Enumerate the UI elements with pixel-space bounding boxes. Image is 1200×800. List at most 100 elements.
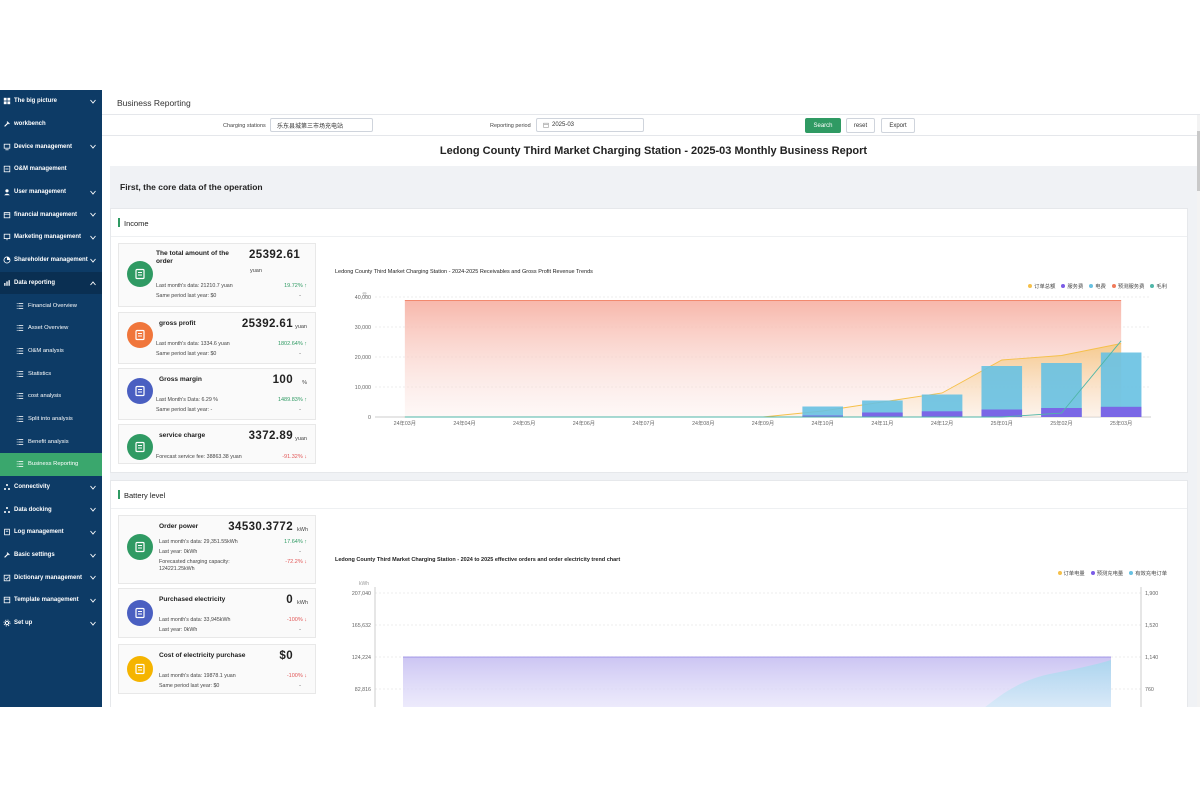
reset-button[interactable]: reset [846,118,875,133]
card-title: The total amount of the order [156,250,229,265]
sidebar-subitem[interactable]: O&M analysis [0,340,102,363]
legend-dot [1028,284,1033,288]
legend-item[interactable]: 订单总额 [1028,282,1055,290]
station-select[interactable]: 乐东县城第三市场充电站 [270,118,373,132]
sidebar-item[interactable]: Shareholder management [0,249,102,272]
forecast-charge-area [403,657,1111,707]
period-value: 2025-03 [552,122,575,128]
legend-item[interactable]: 毛利 [1150,282,1167,290]
legend-label: 服务费 [1067,284,1084,290]
card-change-value: -100% [286,673,303,679]
legend-dot [1150,284,1155,288]
sidebar-item[interactable]: The big picture [0,90,102,113]
y-tick-label-left: 207,040 [352,591,371,597]
electricity-bar [1100,352,1142,417]
electricity-chart: kWh 207,040 165,632 124,224 82,816 1,900 1,520… [352,581,1158,707]
sidebar-item[interactable]: Connectivity [0,476,102,499]
legend-item[interactable]: 有效充电订单 [1129,569,1167,577]
legend-item[interactable]: 服务费 [1061,282,1083,290]
battery-card: Purchased electricity 0 kWh Last month's da… [118,588,316,638]
card-unit: yuan [250,268,262,274]
pie-icon [2,256,11,265]
legend-item[interactable]: 预测充电量 [1090,569,1123,577]
card-unit: yuan [295,436,307,442]
list-icon [16,460,24,468]
x-tick-label: 24年04月 [453,419,475,427]
card-icon [127,434,153,460]
search-button[interactable]: Search [805,118,841,133]
chevron-down-icon [89,573,97,581]
page-scrollbar[interactable] [1197,115,1200,707]
card-last-month: Last month's data: 29,351.55kWh [159,539,238,545]
chevron-down-icon [89,256,97,264]
period-picker[interactable]: 2025-03 [536,118,644,132]
sidebar-item[interactable]: workbench [0,113,102,136]
app-window: The big picture workbench Device managemen… [0,90,1200,707]
x-tick-label: 24年08月 [692,419,714,427]
sidebar-subitem[interactable]: Split into analysis [0,408,102,431]
battery-panel: Battery level Order power 34530.3772 kWh La… [110,480,1188,707]
sidebar-item[interactable]: User management [0,181,102,204]
sidebar-item[interactable]: Set up [0,612,102,635]
sidebar-item-label: Data reporting [14,279,56,286]
scrollbar-thumb[interactable] [1197,131,1200,191]
export-button[interactable]: Export [881,118,915,133]
sidebar-item[interactable]: Device management [0,135,102,158]
card-change-value: -100% [286,617,303,623]
sidebar-subitem[interactable]: Financial Overview [0,294,102,317]
battery-card: Cost of electricity purchase $0 Last month… [118,644,316,694]
legend-item[interactable]: 预测服务费 [1111,282,1144,290]
y-tick-label-right: 1,140 [1145,655,1158,661]
card-unit: yuan [295,324,307,330]
sidebar-subitem[interactable]: Business Reporting [0,453,102,476]
y-tick-label: 10,000 [355,385,371,391]
sidebar-subitem[interactable]: Asset Overview [0,317,102,340]
card-title: service charge [159,432,206,439]
card-yoy: - [299,351,301,357]
service-fee-bar [862,412,903,417]
sidebar-item-label: Shareholder management [14,257,88,264]
legend-dot [1090,571,1095,575]
legend-item[interactable]: 订单电量 [1057,569,1085,577]
legend-item[interactable]: 电费 [1089,282,1106,290]
card-value: 3372.89 [248,430,293,442]
arrow-down-icon: ↓ [302,673,307,679]
sidebar-subitem[interactable]: Benefit analysis [0,430,102,453]
sidebar-item[interactable]: Template management [0,589,102,612]
arrow-down-icon: ↓ [302,617,307,623]
card-yoy: - [299,549,301,555]
arrow-down-icon: ↓ [302,454,307,460]
arrow-up-icon: ↑ [302,341,307,347]
card-change: -100% ↓ [287,673,307,679]
legend-dot [1057,571,1062,575]
card-value: 100 [272,374,293,386]
sidebar-item[interactable]: Basic settings [0,544,102,567]
card-change: 1489.83% ↑ [278,397,307,403]
card-yoy: - [299,293,301,299]
wrench-icon [2,165,11,174]
chevron-down-icon [89,188,97,196]
arrow-down-icon: ↓ [302,559,307,565]
sidebar-item[interactable]: O&M management [0,158,102,181]
sidebar-item[interactable]: financial management [0,203,102,226]
chevron-down-icon [89,528,97,536]
finance-icon [2,210,11,219]
income-card: The total amount of the order 25392.61 yua… [118,243,316,307]
chevron-down-icon [89,596,97,604]
sidebar-subitem[interactable]: Statistics [0,362,102,385]
card-yoy: - [299,407,301,413]
x-tick-label: 24年12月 [931,419,953,427]
y-axis-unit: kWh [359,581,369,587]
card-change: 17.64% ↑ [284,539,307,545]
sidebar-subitem[interactable]: cost analysis [0,385,102,408]
sidebar-item[interactable]: Dictionary management [0,566,102,589]
list-icon [16,438,24,446]
sidebar-item-label: financial management [14,211,78,218]
bar-chart-icon [2,278,11,287]
sidebar-item[interactable]: Data reporting [0,271,102,295]
chevron-down-icon [89,210,97,218]
sidebar-item[interactable]: Data docking [0,498,102,521]
sidebar-subitem-label: O&M analysis [28,347,64,354]
sidebar-item[interactable]: Marketing management [0,226,102,249]
sidebar-item[interactable]: Log management [0,521,102,544]
